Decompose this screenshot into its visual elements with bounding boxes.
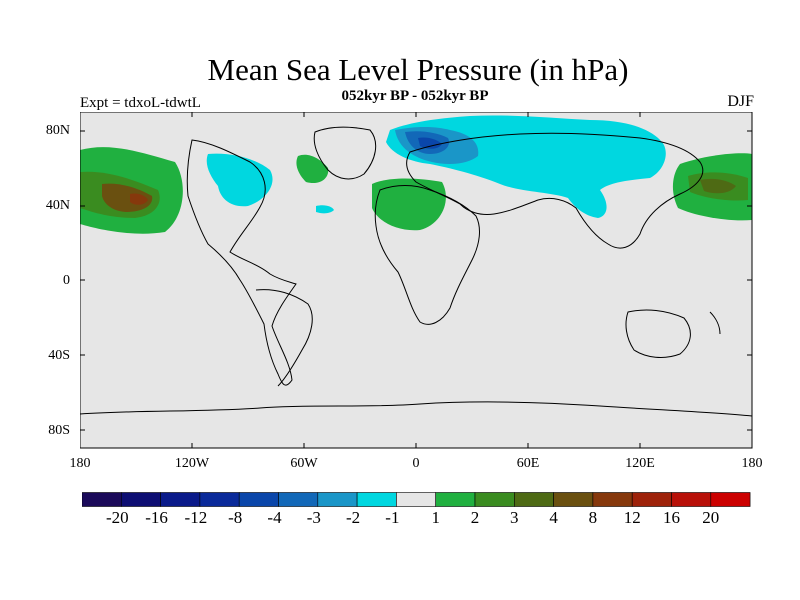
colorbar-swatch xyxy=(631,492,672,507)
colorbar-label: 8 xyxy=(588,508,598,527)
lat-label-0: 0 xyxy=(63,273,70,288)
colorbar-label: 20 xyxy=(702,508,720,527)
chart-title: Mean Sea Level Pressure (in hPa) xyxy=(207,52,629,87)
lat-label-40s: 40S xyxy=(48,348,70,363)
lon-label-60w: 60W xyxy=(290,456,318,471)
colorbar-swatch xyxy=(356,492,397,507)
lon-label-180e: 180 xyxy=(741,456,763,471)
colorbar-swatch xyxy=(474,492,515,507)
colorbar-label: -2 xyxy=(346,508,361,527)
colorbar-swatch xyxy=(710,492,751,507)
lon-label-0: 0 xyxy=(412,456,420,471)
colorbar xyxy=(82,492,751,507)
colorbar-label: 12 xyxy=(623,508,641,527)
colorbar-label: 16 xyxy=(663,508,680,527)
map-ticks xyxy=(80,112,752,448)
lon-label-60e: 60E xyxy=(516,456,540,471)
colorbar-swatch xyxy=(671,492,712,507)
lat-label-80n: 80N xyxy=(45,123,70,138)
colorbar-swatch xyxy=(592,492,633,507)
colorbar-label: -3 xyxy=(306,508,321,527)
colorbar-label: 3 xyxy=(510,508,519,527)
colorbar-label: 2 xyxy=(470,508,480,527)
lon-label-120w: 120W xyxy=(174,456,210,471)
colorbar-label: -1 xyxy=(385,508,400,527)
lon-label-120e: 120E xyxy=(625,456,655,471)
colorbar-swatch xyxy=(513,492,554,507)
colorbar-label: -8 xyxy=(228,508,243,527)
colorbar-label: -12 xyxy=(184,508,208,527)
pressure-map xyxy=(80,112,753,449)
colorbar-swatch xyxy=(317,492,358,507)
colorbar-label: -20 xyxy=(105,508,129,527)
colorbar-label: -4 xyxy=(267,508,282,527)
chart-subtitle: 052kyr BP - 052kyr BP xyxy=(341,88,489,104)
colorbar-swatch xyxy=(278,492,319,507)
lat-label-40n: 40N xyxy=(45,198,70,213)
lon-label-180w: 180 xyxy=(69,456,91,471)
colorbar-label: -16 xyxy=(145,508,168,527)
season-label: DJF xyxy=(727,93,754,110)
colorbar-swatch xyxy=(120,492,161,507)
colorbar-swatch xyxy=(396,492,436,507)
experiment-label: Expt = tdxoL-tdwtL xyxy=(80,95,201,111)
colorbar-swatch xyxy=(238,492,279,507)
colorbar-label: 1 xyxy=(431,508,440,527)
colorbar-swatch xyxy=(199,492,240,507)
colorbar-swatch xyxy=(82,492,122,507)
colorbar-swatch xyxy=(435,492,476,507)
colorbar-label: 4 xyxy=(549,508,558,527)
positive-anomaly-fields xyxy=(80,147,752,234)
colorbar-swatch xyxy=(553,492,594,507)
lat-label-80s: 80S xyxy=(48,423,70,438)
colorbar-swatch xyxy=(160,492,201,507)
coastlines xyxy=(80,126,753,417)
